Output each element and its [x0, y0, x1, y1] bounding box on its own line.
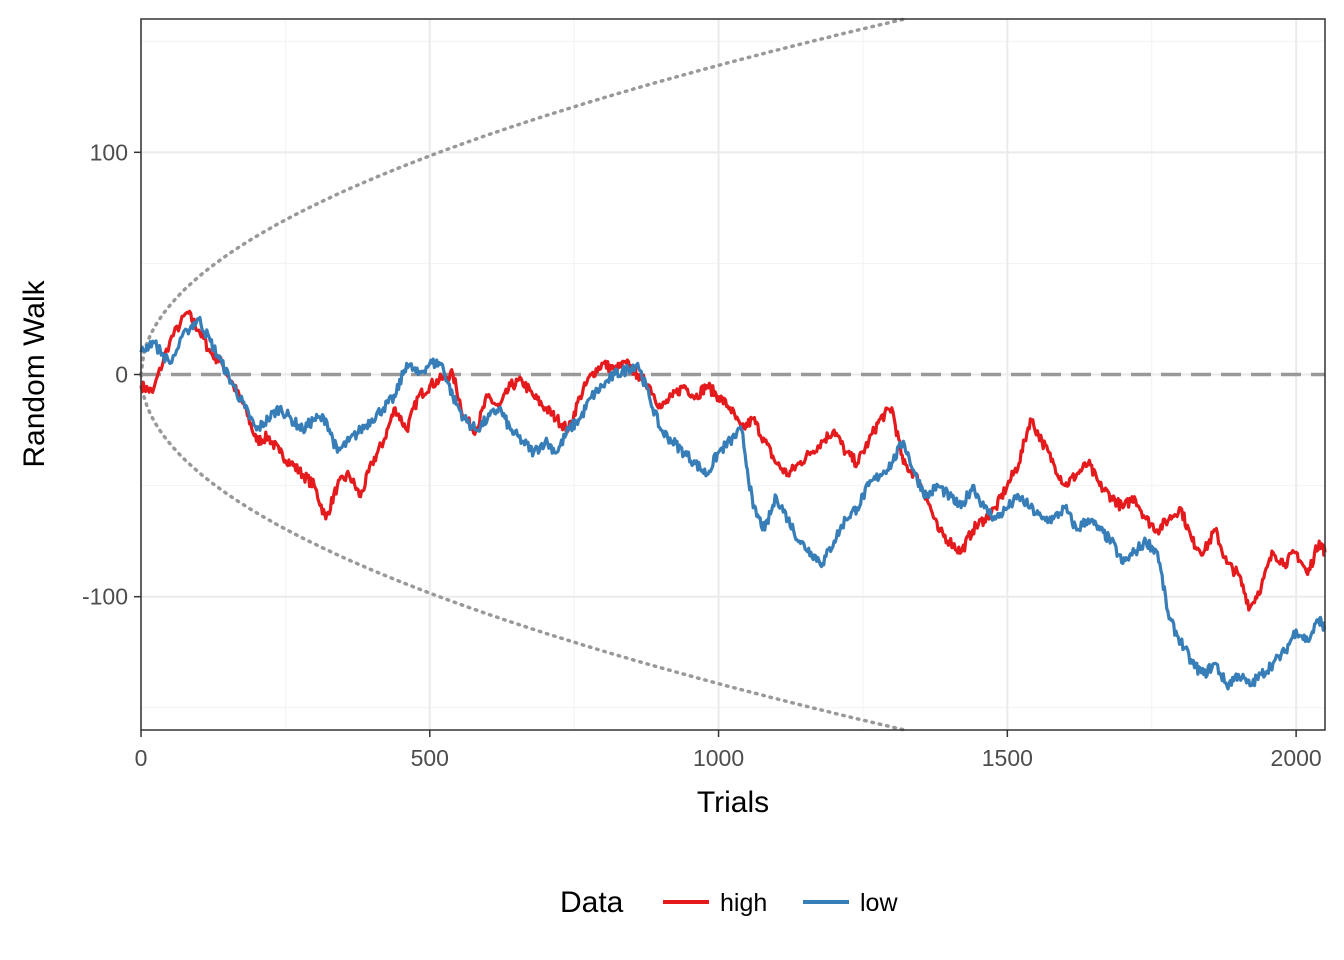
x-tick-label: 1000: [693, 745, 744, 771]
upper-bound-line: [139, 17, 906, 377]
y-axis-title: Random Walk: [18, 279, 51, 467]
legend-title: Data: [560, 886, 624, 919]
legend-label-low: low: [860, 889, 898, 917]
legend-label-high: high: [720, 889, 767, 917]
series-lines: [139, 309, 1327, 691]
x-tick-label: 0: [135, 745, 148, 771]
bound-lines: [139, 17, 906, 732]
lower-bound-line: [139, 372, 906, 732]
y-tick-label: 0: [115, 362, 128, 388]
x-tick-label: 500: [411, 745, 449, 771]
x-tick-label: 2000: [1271, 745, 1322, 771]
legend: Data high low: [560, 886, 898, 919]
series-line-low: [139, 315, 1327, 691]
y-tick-label: -100: [82, 584, 128, 610]
x-axis-ticks: 0 500 1000 1500 2000: [135, 730, 1322, 771]
x-tick-label: 1500: [982, 745, 1033, 771]
x-axis-title: Trials: [697, 786, 769, 819]
y-tick-label: 100: [90, 139, 128, 165]
y-axis-ticks: -100 0 100: [82, 139, 141, 610]
